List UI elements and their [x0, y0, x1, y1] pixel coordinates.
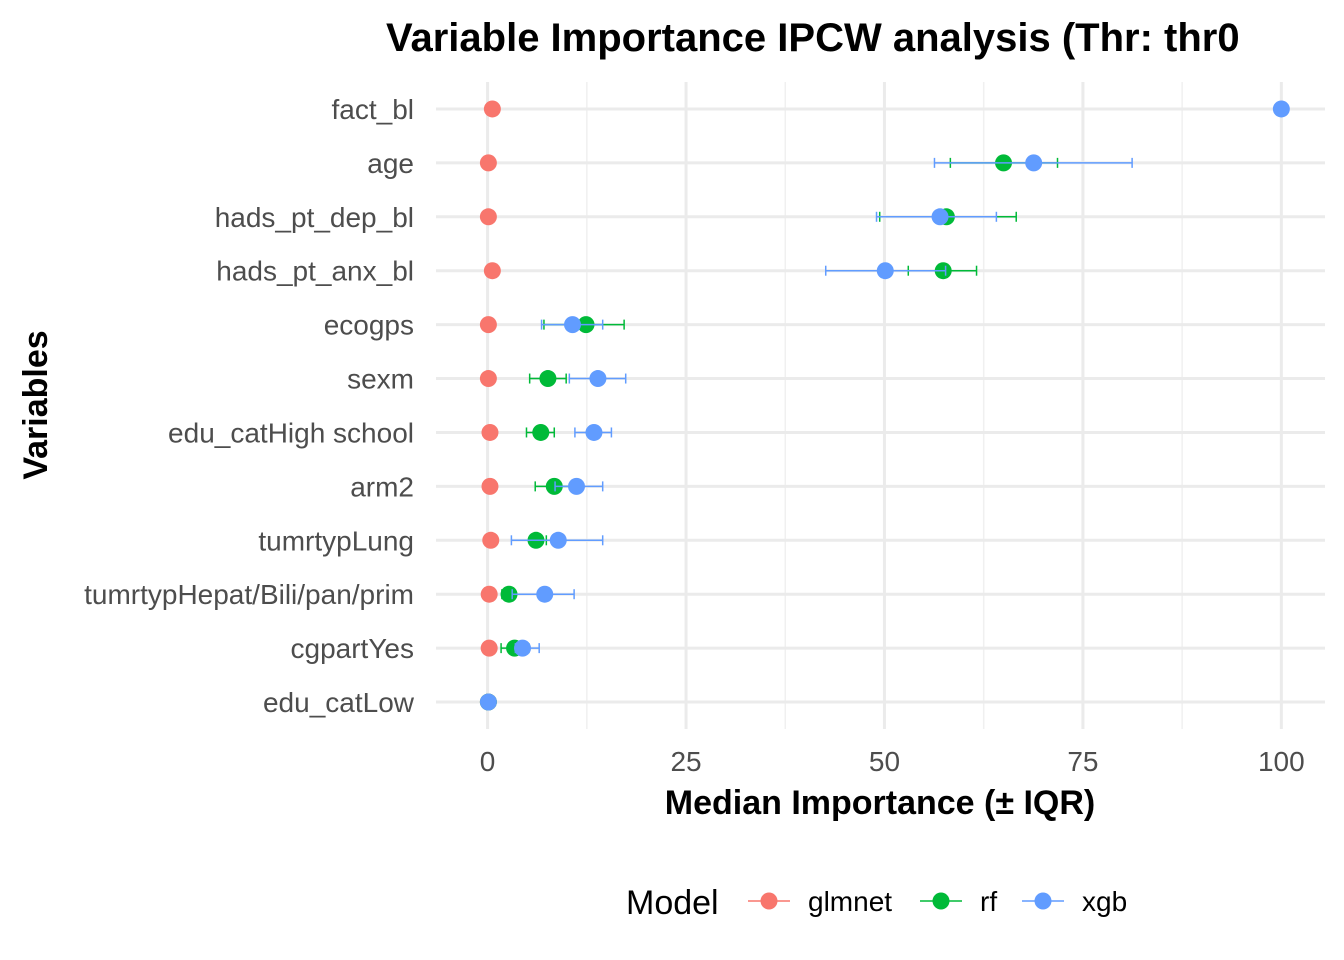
grid [436, 82, 1325, 729]
data-point [480, 585, 498, 603]
data-point [480, 639, 498, 657]
legend-key-point [760, 892, 778, 910]
data-marks [479, 100, 1290, 711]
data-point [483, 262, 501, 280]
category-label: cgpartYes [291, 633, 415, 664]
legend-title: Model [626, 884, 719, 922]
data-point [483, 100, 501, 118]
data-point [876, 262, 894, 280]
data-point [931, 208, 949, 226]
legend-key-point [932, 892, 950, 910]
legend-label: glmnet [808, 886, 892, 917]
category-label: edu_catLow [263, 687, 415, 718]
x-tick-label: 0 [480, 746, 496, 777]
category-label: hads_pt_dep_bl [215, 202, 414, 233]
data-point [479, 208, 497, 226]
category-label: hads_pt_anx_bl [216, 256, 414, 287]
x-tick-label: 75 [1067, 746, 1098, 777]
data-point [536, 585, 554, 603]
category-label: tumrtypHepat/Bili/pan/prim [84, 579, 414, 610]
x-tick-label: 100 [1258, 746, 1305, 777]
data-point [1025, 154, 1043, 172]
data-point [585, 423, 603, 441]
data-point [539, 370, 557, 388]
data-point [514, 639, 532, 657]
data-point [479, 370, 497, 388]
legend-label: rf [980, 886, 997, 917]
legend-key-point [1034, 892, 1052, 910]
series-glmnet [479, 100, 501, 711]
x-axis-title: Median Importance (± IQR) [665, 784, 1095, 822]
data-point [479, 316, 497, 334]
data-point [482, 531, 500, 549]
category-label: fact_bl [332, 94, 415, 125]
category-label: edu_catHigh school [168, 417, 414, 448]
data-point [532, 423, 550, 441]
chart-title: Variable Importance IPCW analysis (Thr: … [386, 16, 1240, 60]
data-point [589, 370, 607, 388]
x-tick-label: 50 [869, 746, 900, 777]
legend-label: xgb [1082, 886, 1127, 917]
category-label: arm2 [350, 471, 414, 502]
data-point [479, 693, 497, 711]
legend: Model glmnet rf xgb [626, 884, 1127, 922]
category-label: age [367, 148, 414, 179]
y-axis-title: Variables [17, 330, 55, 479]
data-point [481, 477, 499, 495]
x-tick-label: 25 [670, 746, 701, 777]
data-point [479, 154, 497, 172]
data-point [481, 423, 499, 441]
data-point [500, 585, 518, 603]
data-point [564, 316, 582, 334]
category-label: sexm [347, 364, 414, 395]
data-point [1272, 100, 1290, 118]
data-point [567, 477, 585, 495]
category-label: tumrtypLung [258, 525, 414, 556]
data-point [549, 531, 567, 549]
category-label: ecogps [324, 310, 414, 341]
data-point [545, 477, 563, 495]
series-xgb [479, 100, 1290, 711]
